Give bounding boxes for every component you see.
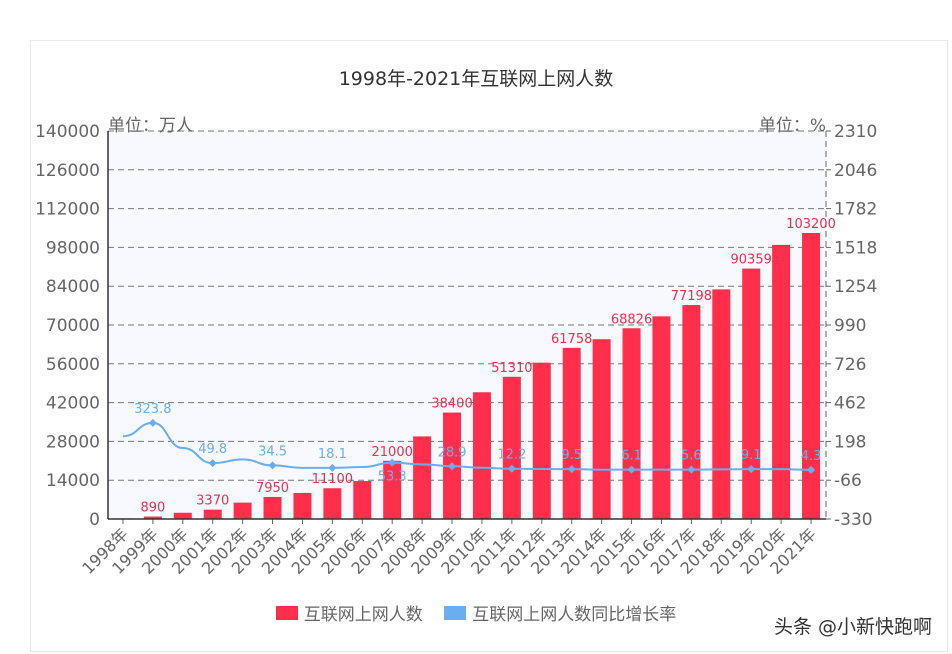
line-point xyxy=(208,459,217,468)
line-point xyxy=(627,465,636,474)
bar xyxy=(413,436,432,519)
y-left-tick-label: 140000 xyxy=(35,122,100,142)
bar-data-label: 103200 xyxy=(786,217,836,232)
bar xyxy=(173,512,192,519)
line-data-label: 34.5 xyxy=(258,444,287,459)
bar xyxy=(143,516,162,519)
bar-data-label: 77198 xyxy=(671,289,712,304)
y-right-unit: 单位：% xyxy=(759,116,826,136)
y-right-tick-label: 2046 xyxy=(834,161,877,181)
bar xyxy=(742,268,761,519)
bar xyxy=(323,488,342,519)
y-left-tick-label: 126000 xyxy=(35,161,100,181)
y-right-tick-label: 726 xyxy=(834,355,866,375)
line-point xyxy=(328,463,337,472)
bar-data-label: 90359 xyxy=(731,253,772,268)
y-left-tick-label: 56000 xyxy=(46,355,100,375)
bar xyxy=(203,509,222,519)
bar xyxy=(532,362,551,519)
line-data-label: 49.8 xyxy=(198,442,227,457)
bar xyxy=(772,244,791,519)
y-left-tick-label: 14000 xyxy=(46,471,100,491)
bar xyxy=(383,460,402,519)
y-left-tick-label: 98000 xyxy=(46,238,100,258)
y-left-tick-label: 28000 xyxy=(46,432,100,452)
y-right-tick-label: 2310 xyxy=(834,122,877,142)
y-left-tick-label: 70000 xyxy=(46,316,100,336)
line-point xyxy=(507,464,516,473)
bar-data-label: 3370 xyxy=(196,494,229,509)
y-left-tick-label: 84000 xyxy=(46,277,100,297)
legend-item-line[interactable]: 互联网上网人数同比增长率 xyxy=(444,600,676,625)
bar-data-label: 21000 xyxy=(372,445,413,460)
y-left-unit: 单位：万人 xyxy=(108,116,193,136)
bar-data-label: 61758 xyxy=(551,332,592,347)
y-right-tick-label: 1254 xyxy=(834,277,877,297)
bar xyxy=(293,492,312,519)
y-left-tick-label: 42000 xyxy=(46,394,100,414)
legend-swatch xyxy=(275,605,298,620)
bar xyxy=(682,305,701,519)
line-data-label: 53.3 xyxy=(378,470,407,485)
y-right-tick-label: 1782 xyxy=(834,200,877,220)
bar xyxy=(502,376,521,519)
line-data-label: 18.1 xyxy=(318,447,347,462)
line-point xyxy=(747,465,756,474)
bar xyxy=(592,339,611,519)
y-right-tick-label: -330 xyxy=(834,510,873,530)
watermark: 头条 @小新快跑啊 xyxy=(773,616,932,638)
line-point xyxy=(148,418,157,427)
line-point xyxy=(687,465,696,474)
legend-item-bar[interactable]: 互联网上网人数 xyxy=(275,600,423,625)
line-point xyxy=(567,465,576,474)
bar-data-label: 890 xyxy=(140,501,165,516)
bar-data-label: 51310 xyxy=(491,361,532,376)
y-right-tick-label: -66 xyxy=(834,471,862,491)
chart-card xyxy=(30,40,948,652)
legend: 互联网上网人数 互联网上网人数同比增长率 xyxy=(0,600,952,625)
plot-area xyxy=(108,131,826,519)
bar xyxy=(562,347,581,519)
bar xyxy=(622,328,641,519)
line-data-label: 12.2 xyxy=(497,448,526,463)
line-data-label: 9.5 xyxy=(561,448,582,463)
line-data-label: 6.1 xyxy=(621,449,642,464)
y-left-tick-label: 0 xyxy=(89,510,100,530)
line-point xyxy=(268,461,277,470)
bar xyxy=(802,232,821,519)
bar xyxy=(652,316,671,519)
legend-swatch xyxy=(444,605,467,620)
bar xyxy=(263,496,282,519)
y-left-tick-label: 112000 xyxy=(35,200,100,220)
line-data-label: 28.9 xyxy=(438,445,467,460)
line-data-label: 4.3 xyxy=(801,449,822,464)
bar-data-label: 68826 xyxy=(611,312,652,327)
line-data-label: 5.6 xyxy=(681,449,702,464)
bar xyxy=(712,289,731,519)
y-right-tick-label: 198 xyxy=(834,432,866,452)
bar-data-label: 7950 xyxy=(256,481,289,496)
y-right-tick-label: 990 xyxy=(834,316,866,336)
bar xyxy=(472,392,491,519)
y-right-tick-label: 1518 xyxy=(834,238,877,258)
line-point xyxy=(807,465,816,474)
line-point xyxy=(448,462,457,471)
chart-title: 1998年-2021年互联网上网人数 xyxy=(338,68,614,90)
line-data-label: 323.8 xyxy=(134,402,171,417)
legend-label: 互联网上网人数 xyxy=(303,605,423,625)
bar-data-label: 38400 xyxy=(431,397,472,412)
y-right-tick-label: 462 xyxy=(834,394,866,414)
bar-data-label: 11100 xyxy=(312,472,353,487)
line-point xyxy=(388,458,397,467)
line-data-label: 9.1 xyxy=(741,448,762,463)
bar xyxy=(233,502,252,519)
legend-label: 互联网上网人数同比增长率 xyxy=(472,605,677,625)
bar xyxy=(353,481,372,519)
